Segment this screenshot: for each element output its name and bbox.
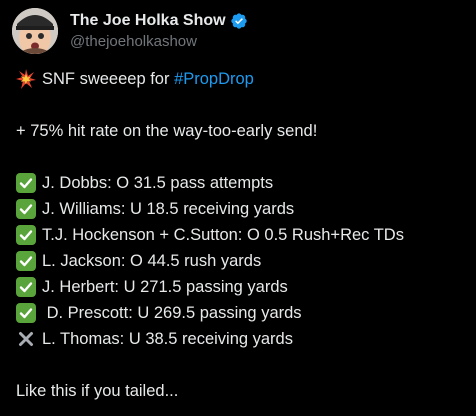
- display-name[interactable]: The Joe Holka Show: [70, 11, 226, 29]
- pick-item: J. Herbert: U 271.5 passing yards: [16, 274, 468, 300]
- hit-rate-line: + 75% hit rate on the way-too-early send…: [16, 118, 468, 144]
- pick-text: L. Jackson: O 44.5 rush yards: [42, 252, 262, 270]
- check-mark-icon: [16, 251, 36, 271]
- blank-line: [16, 144, 468, 170]
- pick-text: J. Dobbs: O 31.5 pass attempts: [42, 174, 274, 192]
- intro-line: SNF sweeeep for #PropDrop: [16, 66, 468, 92]
- check-mark-icon: [16, 173, 36, 193]
- pick-item: T.J. Hockenson + C.Sutton: O 0.5 Rush+Re…: [16, 222, 468, 248]
- closing-line: Like this if you tailed...: [16, 378, 468, 404]
- pick-text: D. Prescott: U 269.5 passing yards: [42, 304, 302, 322]
- post-header: The Joe Holka Show @thejoeholkashow: [12, 6, 248, 56]
- pick-text: J. Herbert: U 271.5 passing yards: [42, 278, 288, 296]
- pick-text: T.J. Hockenson + C.Sutton: O 0.5 Rush+Re…: [42, 226, 404, 244]
- closing-text: Like this if you tailed...: [16, 382, 179, 400]
- avatar-image: [12, 8, 58, 54]
- post-body: SNF sweeeep for #PropDrop + 75% hit rate…: [16, 66, 468, 404]
- picks-list: J. Dobbs: O 31.5 pass attempts J. William…: [16, 170, 468, 352]
- pick-item: D. Prescott: U 269.5 passing yards: [16, 300, 468, 326]
- blank-line: [16, 92, 468, 118]
- check-mark-icon: [16, 303, 36, 323]
- check-mark-icon: [16, 225, 36, 245]
- verified-badge-icon[interactable]: [230, 12, 248, 30]
- hit-rate-text: + 75% hit rate on the way-too-early send…: [16, 122, 318, 140]
- check-mark-icon: [16, 199, 36, 219]
- collision-icon: [16, 69, 36, 89]
- handle[interactable]: @thejoeholkashow: [70, 32, 197, 50]
- pick-text: L. Thomas: U 38.5 receiving yards: [42, 330, 293, 348]
- author-names: The Joe Holka Show @thejoeholkashow: [70, 11, 248, 52]
- pick-item: J. Dobbs: O 31.5 pass attempts: [16, 170, 468, 196]
- pick-item: L. Thomas: U 38.5 receiving yards: [16, 326, 468, 352]
- pick-text: J. Williams: U 18.5 receiving yards: [42, 200, 295, 218]
- cross-mark-icon: [16, 329, 36, 349]
- display-name-row: The Joe Holka Show: [70, 11, 248, 31]
- hashtag-link[interactable]: #PropDrop: [174, 70, 254, 88]
- avatar[interactable]: [12, 8, 58, 54]
- intro-text: SNF sweeeep for: [42, 70, 175, 88]
- pick-item: J. Williams: U 18.5 receiving yards: [16, 196, 468, 222]
- pick-item: L. Jackson: O 44.5 rush yards: [16, 248, 468, 274]
- blank-line: [16, 352, 468, 378]
- check-mark-icon: [16, 277, 36, 297]
